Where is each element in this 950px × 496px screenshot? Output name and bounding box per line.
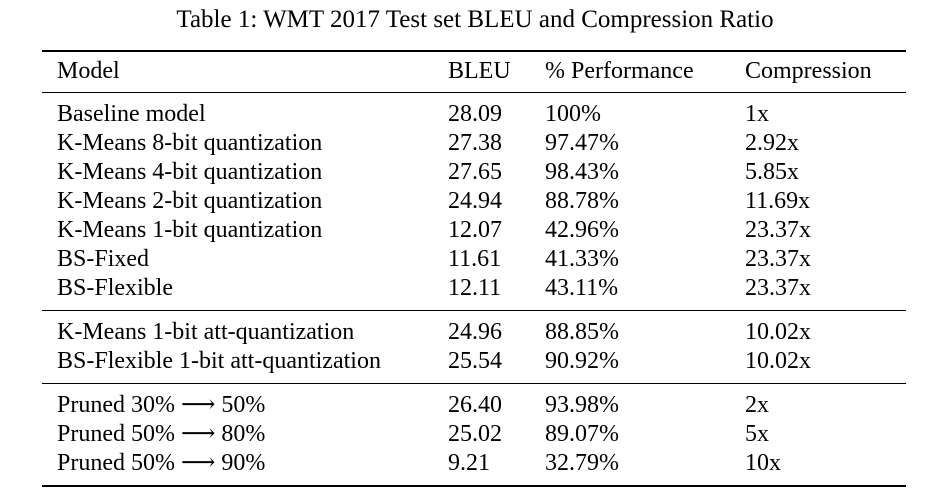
performance-cell: 93.98% — [545, 392, 619, 418]
table-row: Pruned 50% ⟶ 80% 25.02 89.07% 5x — [42, 420, 906, 449]
compression-cell: 2.92x — [745, 130, 799, 156]
compression-cell: 5.85x — [745, 159, 799, 185]
bleu-cell: 12.07 — [448, 217, 502, 243]
performance-cell: 90.92% — [545, 348, 619, 374]
bleu-cell: 12.11 — [448, 275, 502, 301]
model-cell: Pruned 30% ⟶ 50% — [57, 392, 266, 418]
bleu-cell: 24.96 — [448, 319, 502, 345]
table-header: Model BLEU % Performance Compression — [42, 51, 906, 93]
compression-cell: 5x — [745, 421, 769, 447]
bleu-cell: 24.94 — [448, 188, 502, 214]
compression-cell: 11.69x — [745, 188, 811, 214]
performance-cell: 88.85% — [545, 319, 619, 345]
column-header-performance: % Performance — [545, 58, 694, 84]
results-table: Model BLEU % Performance Compression Bas… — [42, 50, 906, 487]
table-row: BS-Fixed 11.61 41.33% 23.37x — [42, 245, 906, 274]
table-row: Baseline model 28.09 100% 1x — [42, 93, 906, 130]
model-cell: Baseline model — [57, 101, 206, 127]
compression-cell: 2x — [745, 392, 769, 418]
performance-cell: 41.33% — [545, 246, 619, 272]
model-cell: K-Means 1-bit quantization — [57, 217, 323, 243]
bleu-cell: 11.61 — [448, 246, 502, 272]
model-cell: BS-Flexible — [57, 275, 174, 301]
model-cell: BS-Fixed — [57, 246, 150, 272]
table-row: Pruned 30% ⟶ 50% 26.40 93.98% 2x — [42, 384, 906, 421]
bleu-cell: 9.21 — [448, 450, 490, 476]
table-row: K-Means 8-bit quantization 27.38 97.47% 2.9… — [42, 129, 906, 158]
table-group-pruned: Pruned 30% ⟶ 50% 26.40 93.98% 2x Pruned 50% … — [42, 383, 906, 487]
performance-cell: 32.79% — [545, 450, 619, 476]
model-cell: BS-Flexible 1-bit att-quantization — [57, 348, 381, 374]
performance-cell: 100% — [545, 101, 601, 127]
bleu-cell: 27.65 — [448, 159, 502, 185]
table-row: K-Means 1-bit quantization 12.07 42.96% 23.… — [42, 216, 906, 245]
table-group-quantization: Baseline model 28.09 100% 1x K-Means 8-bit q… — [42, 93, 906, 311]
table-group-att-quantization: K-Means 1-bit att-quantization 24.96 88.85… — [42, 310, 906, 384]
performance-cell: 42.96% — [545, 217, 619, 243]
performance-cell: 88.78% — [545, 188, 619, 214]
table-row: Pruned 50% ⟶ 90% 9.21 32.79% 10x — [42, 449, 906, 486]
table-row: K-Means 1-bit att-quantization 24.96 88.85… — [42, 311, 906, 348]
model-cell: Pruned 50% ⟶ 80% — [57, 421, 266, 447]
compression-cell: 10.02x — [745, 348, 811, 374]
model-cell: Pruned 50% ⟶ 90% — [57, 450, 266, 476]
table-row: BS-Flexible 1-bit att-quantization 25.54 9… — [42, 347, 906, 384]
performance-cell: 97.47% — [545, 130, 619, 156]
column-header-compression: Compression — [745, 58, 872, 84]
column-header-model: Model — [57, 58, 120, 84]
bleu-cell: 26.40 — [448, 392, 502, 418]
model-cell: K-Means 4-bit quantization — [57, 159, 323, 185]
table-row: BS-Flexible 12.11 43.11% 23.37x — [42, 274, 906, 311]
table-row: K-Means 4-bit quantization 27.65 98.43% 5.8… — [42, 158, 906, 187]
table-caption: Table 1: WMT 2017 Test set BLEU and Comp… — [176, 6, 774, 33]
performance-cell: 89.07% — [545, 421, 619, 447]
bleu-cell: 25.02 — [448, 421, 502, 447]
header-row: Model BLEU % Performance Compression — [42, 51, 906, 93]
table-row: K-Means 2-bit quantization 24.94 88.78% 11.… — [42, 187, 906, 216]
performance-cell: 98.43% — [545, 159, 619, 185]
model-cell: K-Means 1-bit att-quantization — [57, 319, 355, 345]
column-header-bleu: BLEU — [448, 58, 511, 84]
bleu-cell: 25.54 — [448, 348, 502, 374]
model-cell: K-Means 8-bit quantization — [57, 130, 323, 156]
compression-cell: 23.37x — [745, 246, 811, 272]
performance-cell: 43.11% — [545, 275, 619, 301]
bleu-cell: 28.09 — [448, 101, 502, 127]
compression-cell: 10.02x — [745, 319, 811, 345]
model-cell: K-Means 2-bit quantization — [57, 188, 323, 214]
compression-cell: 1x — [745, 101, 769, 127]
compression-cell: 23.37x — [745, 275, 811, 301]
bleu-cell: 27.38 — [448, 130, 502, 156]
compression-cell: 23.37x — [745, 217, 811, 243]
compression-cell: 10x — [745, 450, 781, 476]
